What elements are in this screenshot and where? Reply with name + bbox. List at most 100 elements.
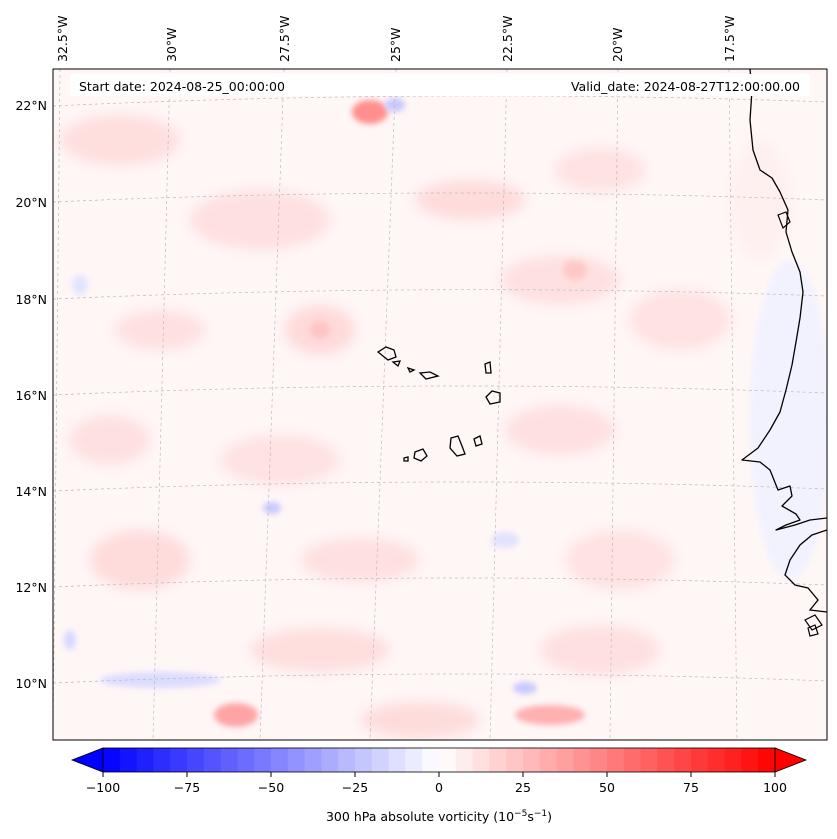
vorticity-strong-patches [214,100,587,727]
map-panel: Start date: 2024-08-25_00:00:00 Valid_da… [52,68,828,741]
cbar-tick-label: −75 [174,780,200,795]
island-santo-antao [376,346,397,361]
colorbar-cell [103,748,121,772]
island-sao-vicente [391,360,402,368]
cbar-tick-label: 100 [763,780,787,795]
island-santa-luzia [406,366,416,373]
island-boa-vista [485,390,501,405]
colorbar-label-exp2: −1 [534,809,547,819]
colorbar-cell [607,748,625,772]
colorbar-cell [254,748,272,772]
colorbar-cell [119,748,138,772]
colorbar-cell [388,748,406,772]
island-sao-nicolau [418,371,440,380]
lat-label-14: 14°N [15,484,47,499]
colorbar-cell [422,748,440,772]
colorbar-cell [304,748,322,772]
colorbar-cell [758,748,776,772]
cbar-tick-label: 0 [435,780,443,795]
colorbar-cell [741,748,759,772]
colorbar-cell [455,748,474,772]
colorbar-cells [103,748,776,772]
vorticity-negative-patches [64,98,827,694]
colorbar-cell [657,748,675,772]
latitude-labels: 22°N 20°N 18°N 16°N 14°N 12°N 10°N [15,98,47,691]
island-maio [473,435,483,447]
cbar-tick-label: −25 [342,780,368,795]
gridline-lon-22-5 [489,69,508,740]
cape-verde-islands [376,346,501,462]
colorbar-cell [573,748,591,772]
island-brava [403,456,409,462]
colorbar-cell [674,748,692,772]
colorbar-ticks: −100 −75 −50 −25 0 25 50 75 100 [86,772,787,795]
guinea-bissau-coastline [784,529,827,613]
lat-label-10: 10°N [15,676,47,691]
lon-label-25: 25°W [388,27,403,62]
colorbar-cell [271,748,289,772]
gridline-lon-20 [609,69,619,740]
colorbar-cell [203,748,222,772]
vorticity-field [53,69,827,740]
colorbar-min-extend-arrow [70,747,104,773]
colorbar-label-main: 300 hPa absolute vorticity (10 [326,809,514,824]
colorbar: −100 −75 −50 −25 0 25 50 75 100 300 hPa … [70,747,808,824]
lon-label-17-5: 17.5°W [722,16,737,62]
colorbar-max-extend-arrow [774,747,808,773]
colorbar-cell [489,748,507,772]
island-fogo [413,448,428,462]
cbar-tick-label: −100 [86,780,120,795]
lat-label-20: 20°N [15,195,47,210]
gridline-lat-10 [53,673,827,684]
valid-date-label: Valid_date: 2024-08-27T12:00:00.00 [571,79,800,94]
map-frame [52,68,828,741]
colorbar-cell [523,748,541,772]
colorbar-cell [623,748,642,772]
colorbar-cell [439,748,457,772]
colorbar-cell [287,748,306,772]
vorticity-light-patches [60,115,790,738]
gridline-lat-16 [53,385,827,396]
colorbar-cell [640,748,658,772]
gridline-lon-32-5 [53,69,61,740]
island-sal [484,361,492,374]
gridline-lon-17-5 [728,69,738,740]
gridline-lat-12 [53,577,827,588]
colorbar-cell [153,748,171,772]
island-santiago [449,435,466,457]
colorbar-cell [556,748,574,772]
colorbar-cell [170,748,188,772]
lat-label-12: 12°N [15,580,47,595]
map-gridlines [53,69,827,740]
africa-coastline [741,69,827,531]
colorbar-cell [724,748,742,772]
gridline-lat-22 [53,95,827,107]
cbar-tick-label: 25 [515,780,531,795]
colorbar-cell [539,748,558,772]
lon-label-20: 20°W [610,27,625,62]
gridline-lat-18 [53,289,827,300]
gridline-lat-20 [53,192,827,203]
cbar-tick-label: 50 [599,780,615,795]
colorbar-label-exp1: −5 [514,809,527,819]
colorbar-cell [136,748,154,772]
lat-label-22: 22°N [15,98,47,113]
colorbar-cell [707,748,726,772]
colorbar-cell [405,748,423,772]
colorbar-cell [321,748,339,772]
gridline-lon-25 [369,69,397,740]
colorbar-cell [237,748,255,772]
colorbar-cell [691,748,709,772]
lat-label-16: 16°N [15,388,47,403]
colorbar-cell [371,748,390,772]
colorbar-label-end: ) [547,809,552,824]
colorbar-cell [187,748,205,772]
colorbar-label-unit: s [527,809,534,824]
colorbar-cell [220,748,238,772]
cbar-tick-label: 75 [683,780,699,795]
gridline-lon-27-5 [259,69,285,740]
bijagos-island-2 [807,624,819,637]
colorbar-cell [338,748,356,772]
colorbar-cell [472,748,490,772]
